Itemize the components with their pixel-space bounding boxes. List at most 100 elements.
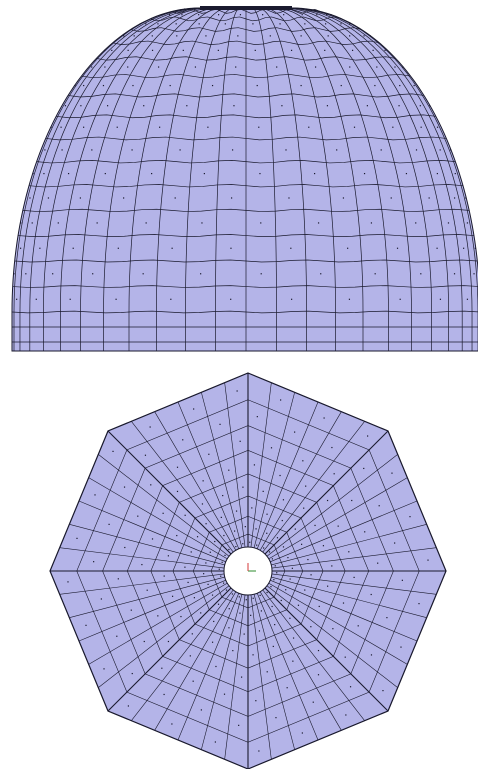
plan-rib — [270, 579, 418, 642]
mesh-node — [151, 49, 154, 51]
mesh-node — [176, 35, 178, 37]
plan-node — [141, 563, 143, 566]
plan-node — [214, 540, 216, 543]
plan-node — [326, 499, 329, 502]
plan-node — [184, 566, 186, 568]
plan-node — [150, 484, 152, 486]
plan-node — [209, 551, 211, 553]
plan-node — [400, 646, 402, 648]
mesh-node — [290, 49, 293, 51]
plan-node — [259, 594, 261, 597]
mesh-node — [44, 149, 46, 151]
mesh-node — [326, 105, 329, 107]
mesh-meridian — [273, 7, 389, 351]
plan-node — [276, 537, 279, 539]
plan-node — [193, 597, 195, 599]
mesh-node — [43, 172, 45, 175]
mesh-node — [420, 126, 422, 128]
plan-node — [294, 528, 296, 530]
plan-node — [240, 676, 243, 678]
plan-node — [235, 545, 237, 548]
plan-node — [418, 603, 420, 605]
mesh-meridian — [282, 7, 432, 351]
plan-node — [270, 586, 272, 588]
mesh-node — [187, 8, 189, 10]
mesh-node — [168, 14, 171, 16]
mesh-meridian — [13, 7, 201, 351]
plan-rib — [78, 500, 226, 563]
plan-node — [235, 510, 238, 512]
plan-node — [274, 565, 276, 567]
mesh-node — [374, 273, 376, 275]
plan-node — [231, 593, 233, 595]
plan-node — [187, 581, 189, 584]
plan-node — [262, 490, 264, 492]
plan-node — [238, 596, 240, 598]
mesh-node — [181, 14, 183, 16]
plan-node — [322, 545, 325, 547]
plan-node — [279, 474, 281, 477]
plan-rib — [256, 401, 319, 549]
mesh-node — [396, 247, 399, 249]
mesh-node — [316, 14, 318, 16]
plan-node — [282, 499, 285, 501]
mesh-node — [262, 14, 264, 16]
plan-node — [149, 426, 151, 428]
mesh-node — [254, 49, 256, 51]
plan-rib-hip — [107, 587, 232, 712]
plan-node — [331, 446, 333, 449]
mesh-meridian — [257, 7, 307, 351]
plan-node — [401, 579, 403, 581]
plan-rib — [201, 392, 243, 548]
mesh-node — [132, 84, 134, 87]
plan-node — [130, 609, 132, 611]
plan-node — [271, 605, 273, 608]
mesh-node — [50, 126, 52, 128]
mesh-node — [463, 247, 465, 249]
plan-node — [200, 612, 202, 614]
plan-node — [314, 524, 316, 527]
dome-elevation-view — [11, 6, 478, 352]
mesh-node — [372, 49, 374, 51]
plan-node — [171, 595, 174, 597]
plan-node — [266, 671, 268, 673]
plan-node — [243, 633, 245, 635]
plan-node — [218, 568, 220, 570]
plan-node — [184, 514, 186, 516]
plan-node — [256, 416, 258, 418]
mesh-node — [336, 149, 338, 151]
plan-node — [310, 626, 312, 628]
plan-node — [220, 575, 222, 577]
mesh-node — [83, 84, 85, 87]
plan-node — [93, 561, 95, 563]
mesh-meridian — [215, 7, 241, 351]
mesh-node — [436, 247, 438, 249]
plan-node — [289, 617, 291, 619]
plan-node — [255, 528, 257, 530]
plan-node — [108, 523, 110, 525]
mesh-node — [330, 14, 332, 16]
mesh-node — [35, 298, 37, 300]
mesh-node — [314, 66, 317, 68]
mesh-node — [256, 84, 258, 87]
mesh-meridian — [60, 7, 210, 351]
plan-rib — [131, 421, 234, 553]
mesh-node — [390, 197, 392, 199]
mesh-node — [29, 197, 31, 199]
plan-node — [251, 507, 253, 509]
mesh-meridian — [263, 7, 336, 351]
plan-node — [200, 709, 202, 711]
plan-node — [163, 693, 165, 696]
plan-node — [317, 649, 320, 652]
mesh-node — [117, 247, 119, 249]
plan-node — [236, 390, 238, 392]
plan-node — [250, 614, 252, 616]
mesh-node — [32, 172, 34, 175]
plan-node — [301, 543, 303, 545]
mesh-node — [104, 66, 106, 68]
mesh-node — [205, 35, 207, 37]
mesh-node — [384, 49, 386, 51]
mesh-node — [16, 298, 18, 300]
plan-node — [366, 435, 369, 437]
mesh-node — [363, 172, 366, 175]
